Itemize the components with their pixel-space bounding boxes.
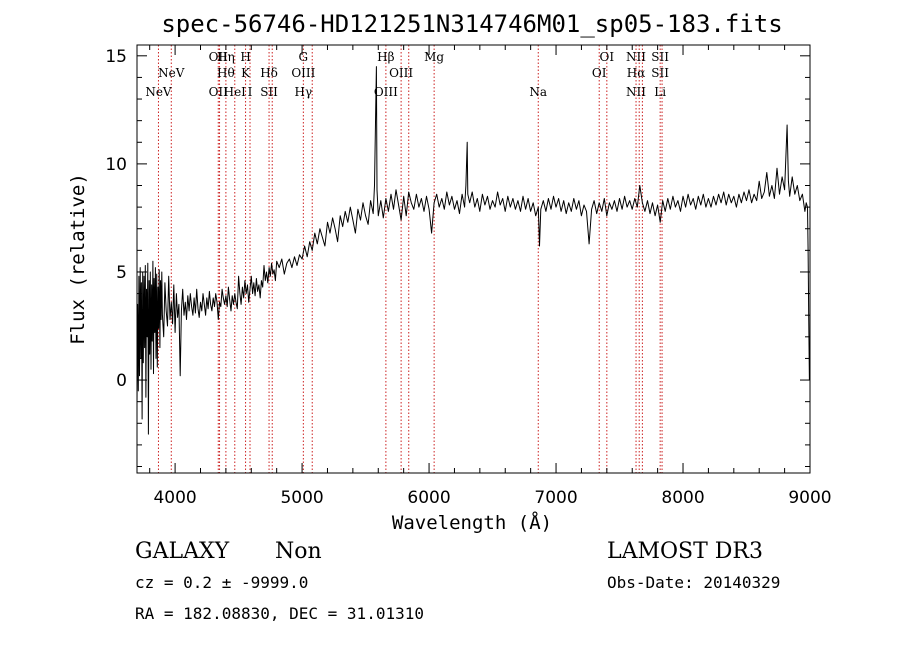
survey-name: LAMOST DR3 (607, 539, 763, 564)
redshift-value: cz = 0.2 ± -9999.0 (135, 573, 308, 592)
line-label-10-1: OIII (291, 66, 315, 80)
observation-date: Obs-Date: 20140329 (607, 573, 780, 592)
object-subclass: Non (275, 539, 322, 564)
line-label-17-0: OI (592, 66, 607, 80)
emission-line-markers (157, 45, 663, 473)
x-tick-label-6000: 6000 (407, 488, 450, 508)
line-label-8-1: SII (260, 85, 278, 99)
y-tick-label-15: 15 (105, 47, 127, 67)
line-label-6-0: H (240, 50, 250, 64)
line-label-6-1: K (241, 66, 251, 80)
line-label-12-1: OIII (374, 85, 398, 99)
line-label-2-1: OII (209, 85, 229, 99)
line-label-1-0: NeV (158, 66, 185, 80)
object-class: GALAXY (135, 539, 230, 564)
x-tick-label-5000: 5000 (280, 488, 323, 508)
line-label-2-0: OII (209, 50, 229, 64)
y-tick-label-10: 10 (105, 155, 127, 175)
line-label-4-0: Hη (217, 50, 235, 64)
x-tick-label-8000: 8000 (661, 488, 704, 508)
y-axis-label: Flux (relative) (67, 173, 89, 345)
x-axis-ticks: 4000 5000 6000 7000 8000 9000 (149, 45, 832, 508)
line-label-22-1: SII (651, 66, 669, 80)
series-line-0 (136, 66, 810, 435)
line-label-4-1: Hθ (217, 66, 235, 80)
chart-title: spec-56746-HD121251N314746M01_sp05-183.f… (161, 10, 782, 38)
line-label-19-1: Hα (627, 66, 646, 80)
line-label-10-2: Hγ (295, 85, 313, 99)
line-label-10-0: G (299, 50, 309, 64)
line-label-7-0: I (248, 85, 253, 99)
line-label-5-0: HeI (224, 85, 247, 99)
line-label-19-0: NII (626, 50, 646, 64)
x-tick-label-4000: 4000 (153, 488, 196, 508)
line-label-12-0: Hβ (377, 50, 394, 64)
emission-line-labels: NeVNeVOIIOIIHηHθHeIHKIHδSIIGOIIIHγHβOIII… (145, 50, 669, 99)
line-label-22-0: SII (651, 50, 669, 64)
line-label-19-2: NII (626, 85, 646, 99)
line-label-18-0: OI (600, 50, 615, 64)
coordinates: RA = 182.08830, DEC = 31.01310 (135, 604, 424, 623)
plot-frame (136, 44, 811, 474)
spectrum-series (136, 66, 810, 435)
line-label-0-0: NeV (145, 85, 172, 99)
y-tick-label-5: 5 (116, 263, 127, 283)
line-label-15-0: Mg (424, 50, 444, 64)
line-label-16-0: Na (529, 85, 547, 99)
line-label-22-2: Li (654, 85, 666, 99)
x-tick-label-9000: 9000 (788, 488, 831, 508)
x-axis-label: Wavelength (Å) (392, 511, 552, 534)
x-tick-label-7000: 7000 (534, 488, 577, 508)
y-axis-ticks: 0 5 10 15 (105, 47, 810, 468)
line-label-8-0: Hδ (260, 66, 278, 80)
y-tick-label-0: 0 (116, 371, 127, 391)
line-label-13-0: OIII (389, 66, 413, 80)
